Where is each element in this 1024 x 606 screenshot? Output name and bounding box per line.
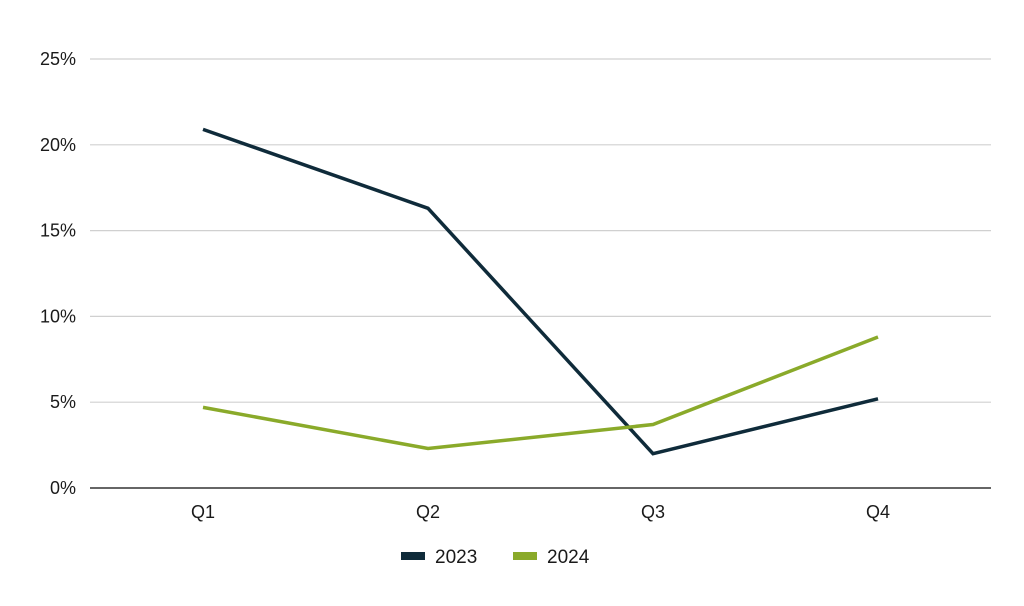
x-tick-label: Q2 [416, 502, 440, 522]
gridlines [90, 58, 991, 489]
y-tick-label: 5% [50, 392, 76, 412]
x-tick-label: Q1 [191, 502, 215, 522]
x-tick-label: Q4 [866, 502, 890, 522]
legend-swatch-2024 [513, 552, 537, 560]
y-tick-label: 0% [50, 478, 76, 498]
legend: 2023 2024 [401, 547, 590, 568]
y-tick-label: 20% [40, 135, 76, 155]
legend-label-2023: 2023 [435, 547, 477, 568]
y-tick-label: 25% [40, 49, 76, 69]
legend-label-2024: 2024 [547, 547, 590, 568]
y-axis-tick-labels: 0% 5% 10% 15% 20% 25% [40, 49, 76, 498]
y-tick-label: 15% [40, 221, 76, 241]
y-tick-label: 10% [40, 306, 76, 326]
x-axis-tick-labels: Q1 Q2 Q3 Q4 [191, 502, 890, 522]
legend-swatch-2023 [401, 552, 425, 560]
x-tick-label: Q3 [641, 502, 665, 522]
series-line-2023 [202, 127, 879, 456]
series-lines [202, 127, 879, 456]
series-line-2024 [202, 335, 879, 451]
